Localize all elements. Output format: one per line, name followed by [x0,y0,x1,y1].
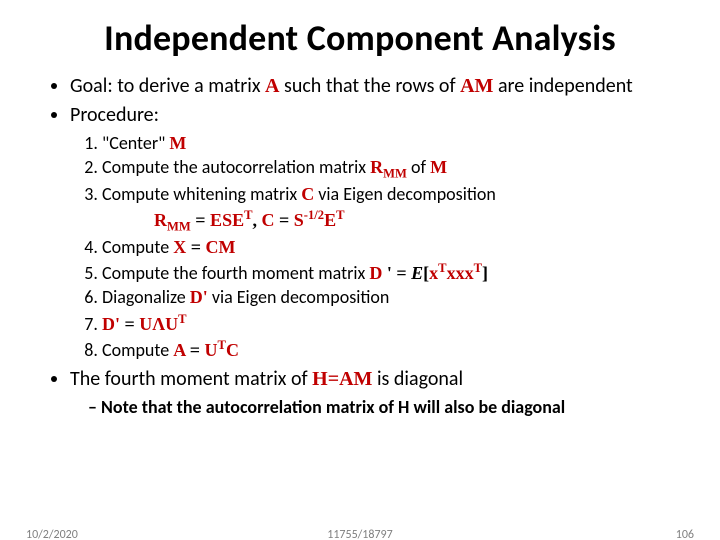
outer-bullets-2: The fourth moment matrix of H=AM is diag… [50,367,692,392]
bullet-procedure: Procedure: [70,103,692,128]
step2-mid: of [407,156,430,178]
step5-eq: ' = [387,263,411,283]
var-x4: x [465,263,474,283]
var-xT2: T [474,261,482,275]
eq-S1: S [222,210,232,230]
var-R-sub: MM [383,167,407,181]
eq-E1: E [210,210,222,230]
step8-pre: Compute [102,339,173,361]
step-1: "Center" M [102,132,692,155]
step3-pre: Compute whitening matrix [102,183,301,205]
step-8: Compute A = UTC [102,337,692,362]
note-line: Note that the autocorrelation matrix of … [88,396,692,419]
step3-post: via Eigen decomposition [314,183,496,205]
step-7: D' = UΛUT [102,311,692,336]
step3-equation: RMM = ESET, C = S-1/2ET [154,207,692,235]
eq-half: -1/2 [304,208,324,222]
var-HAM: H=AM [312,368,372,390]
var-A: A [265,75,279,97]
bullet-conclusion: The fourth moment matrix of H=AM is diag… [70,367,692,392]
step4-pre: Compute [102,236,173,258]
step7-eq: = [120,314,139,334]
var-R: R [370,157,383,177]
slide-title: Independent Component Analysis [28,16,692,60]
var-C-1: C [301,184,314,204]
bullet-goal: Goal: to derive a matrix A such that the… [70,74,692,99]
sub-bullets: Note that the autocorrelation matrix of … [88,396,692,419]
eq-C: C [262,210,275,230]
var-A2: A [173,340,185,360]
step-3: Compute whitening matrix C via Eigen dec… [102,183,692,234]
outer-bullets: Goal: to derive a matrix A such that the… [50,74,692,128]
step-2: Compute the autocorrelation matrix RMM o… [102,156,692,182]
slide-body: Goal: to derive a matrix A such that the… [28,74,692,418]
var-Eop: E [411,263,423,283]
var-M-1: M [169,133,186,153]
step8-eq: = [185,340,204,360]
step-4: Compute X = CM [102,236,692,259]
footer-course: 11755/18797 [0,528,720,540]
var-x2: x [447,263,456,283]
eq-comma: , [253,210,262,230]
procedure-steps: "Center" M Compute the autocorrelation m… [80,132,692,363]
step6-post: via Eigen decomposition [208,286,390,308]
eq-E3: E [324,210,336,230]
var-xT: T [438,261,446,275]
var-U3: U [205,340,218,360]
var-D: D [369,263,387,283]
eq-T2: T [336,208,344,222]
eq-R-sub: MM [167,219,191,233]
br-close: ] [482,263,488,283]
var-x1: x [429,263,438,283]
slide: Independent Component Analysis Goal: to … [0,0,720,540]
var-C-3: C [226,340,239,360]
var-UT2: T [218,338,226,352]
conc-pre: The fourth moment matrix of [70,367,312,391]
var-X: X [173,237,186,257]
var-L: Λ [152,314,165,334]
var-M-3: M [219,237,236,257]
conc-post: is diagonal [372,367,463,391]
goal-text-post: are independent [493,74,632,98]
var-U2: U [165,314,178,334]
var-AM: AM [460,75,493,97]
step2-pre: Compute the autocorrelation matrix [102,156,370,178]
goal-text-pre: Goal: to derive a matrix [70,74,265,98]
eq-T1: T [244,208,252,222]
footer-page: 106 [676,528,694,540]
var-Dp2: D' [102,314,120,334]
step5-pre: Compute the fourth moment matrix [102,262,369,284]
eq-S2: S [294,210,304,230]
step1-pre: "Center" [102,132,169,154]
var-x3: x [456,263,465,283]
eq-E2: E [232,210,244,230]
step-6: Diagonalize D' via Eigen decomposition [102,286,692,309]
step6-pre: Diagonalize [102,286,190,308]
step4-eq: = [186,237,205,257]
var-M-2: M [430,157,447,177]
eq-R: R [154,210,167,230]
eq-eq1: = [191,210,210,230]
var-Dp: D' [190,287,208,307]
eq-eq2: = [275,210,294,230]
var-C-2: C [206,237,219,257]
var-U1: U [139,314,152,334]
goal-text-mid: such that the rows of [279,74,460,98]
step-5: Compute the fourth moment matrix D ' = E… [102,260,692,285]
var-UT: T [178,312,186,326]
